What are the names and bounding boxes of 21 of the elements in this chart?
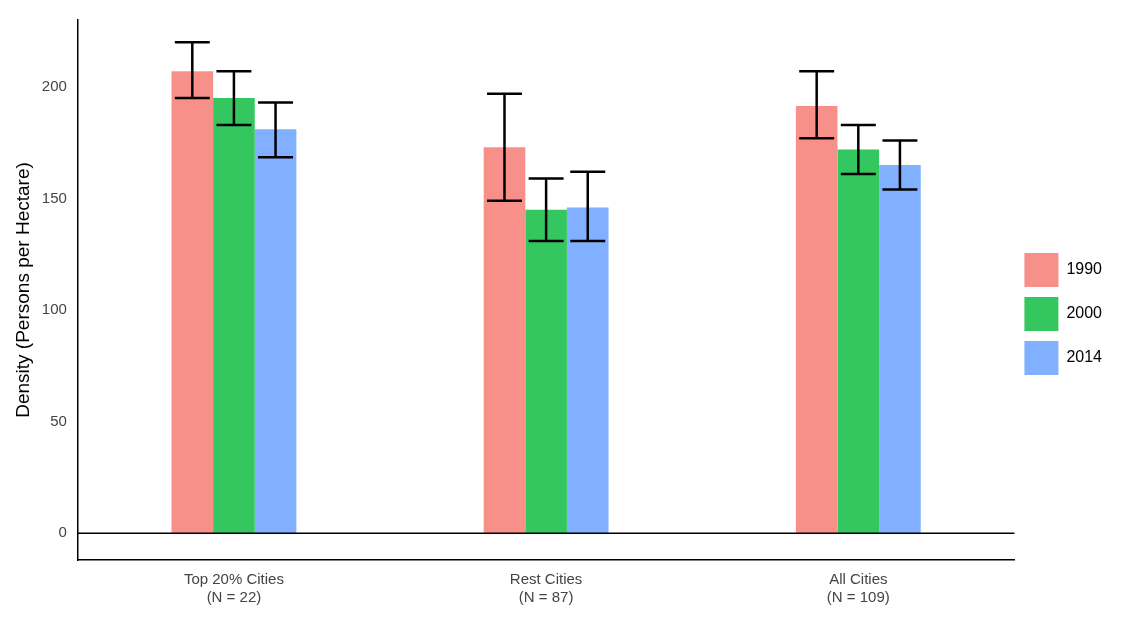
legend-label: 1990 [1066, 260, 1103, 278]
bar [566, 207, 609, 534]
legend-label: 2014 [1066, 348, 1103, 366]
bar [879, 165, 921, 534]
x-tick-label: Top 20% Cities (N = 22) [183, 570, 284, 606]
bar [483, 147, 526, 534]
y-axis-title: Density (Persons per Hectare) [11, 162, 33, 418]
y-tick-label: 150 [41, 188, 67, 206]
y-tick-label: 200 [41, 77, 67, 95]
bar [171, 71, 214, 534]
bar [525, 209, 567, 534]
y-tick-label: 100 [41, 300, 67, 318]
y-tick-label: 0 [58, 523, 67, 541]
bar [213, 98, 255, 534]
legend-label: 2000 [1066, 304, 1103, 322]
bar [837, 149, 880, 534]
x-tick-label: All Cities (N = 109) [826, 570, 890, 606]
bar [795, 105, 838, 534]
y-tick-label: 50 [50, 411, 67, 429]
x-tick-label: Rest Cities (N = 87) [509, 570, 583, 606]
bar [254, 129, 297, 534]
